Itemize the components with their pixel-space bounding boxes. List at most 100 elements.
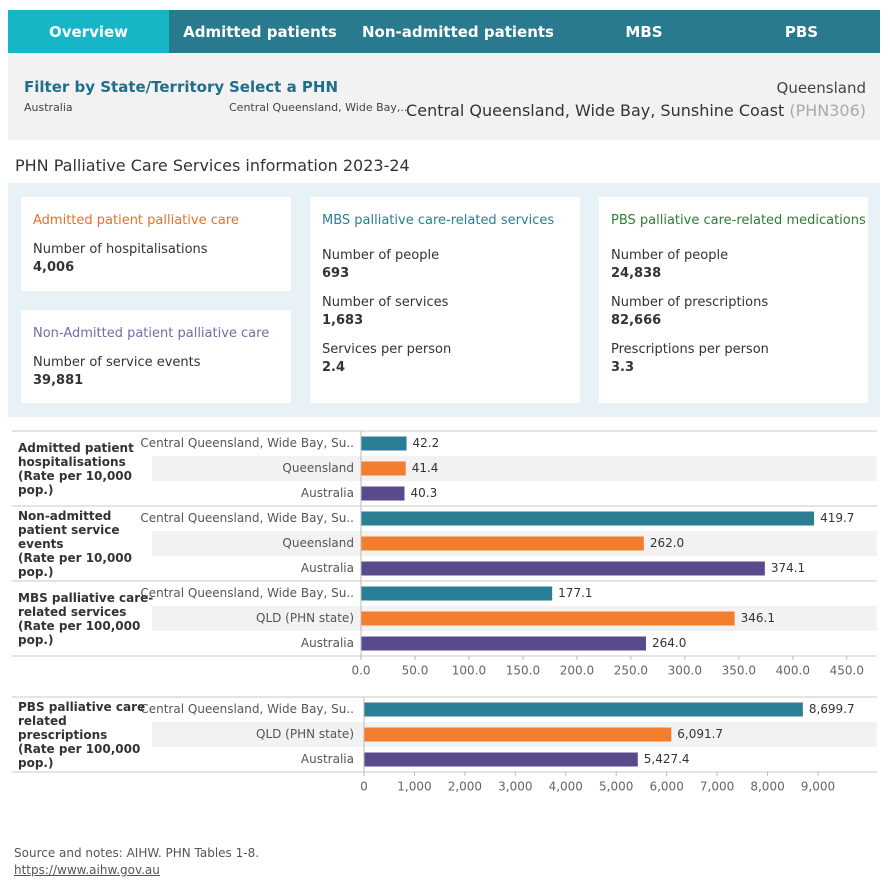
metric: Number of hospitalisations 4,006: [33, 242, 291, 275]
card-title: Admitted patient palliative care: [33, 213, 239, 228]
card: MBS palliative care-related services Numb…: [310, 197, 580, 403]
x-tick-label: 350.0: [722, 664, 756, 678]
filter-value: Australia: [24, 101, 73, 114]
group-label: Admitted patient hospitalisations (Rate p…: [18, 431, 158, 506]
category-label: QLD (PHN state): [256, 727, 354, 741]
group-label-text: PBS palliative care related prescription…: [18, 700, 158, 770]
value-label: 5,427.4: [644, 752, 690, 766]
card-title: PBS palliative care-related medications: [611, 213, 866, 228]
metric-value: 39,881: [33, 373, 84, 388]
group-unit: (Rate per 10,000 pop.): [18, 468, 133, 497]
bar: [361, 436, 407, 451]
value-label: 264.0: [652, 636, 686, 650]
bar: [361, 536, 644, 551]
metric-label: Number of service events: [33, 355, 201, 370]
x-tick-label: 150.0: [506, 664, 540, 678]
bar: [364, 702, 803, 717]
x-tick-label: 100.0: [452, 664, 486, 678]
value-label: 177.1: [558, 586, 592, 600]
group-label: PBS palliative care related prescription…: [18, 697, 158, 772]
card: PBS palliative care-related medications N…: [599, 197, 868, 403]
bar: [361, 511, 815, 526]
category-label: Queensland: [282, 536, 354, 550]
x-tick-label: 7,000: [700, 780, 734, 794]
metric: Number of prescriptions 82,666: [611, 295, 868, 328]
x-tick-label: 50.0: [402, 664, 429, 678]
group-label-text: MBS palliative care-related services (Rat…: [18, 591, 158, 647]
x-tick-label: 0: [360, 780, 368, 794]
filter-panel: Filter by State/Territory Australia Sele…: [8, 53, 880, 140]
metric-label: Number of hospitalisations: [33, 242, 208, 257]
section-title: PHN Palliative Care Services information…: [15, 156, 410, 175]
x-tick-label: 9,000: [801, 780, 835, 794]
category-label: Australia: [301, 486, 354, 500]
metric-value: 3.3: [611, 360, 635, 375]
value-label: 346.1: [741, 611, 775, 625]
tab[interactable]: PBS: [784, 22, 819, 41]
filter-label: Select a PHN: [229, 78, 339, 96]
tab[interactable]: Overview: [8, 10, 169, 53]
metric-label: Number of people: [322, 248, 440, 263]
value-label: 419.7: [820, 511, 854, 525]
group-title: Non-admitted patient service events: [18, 508, 120, 551]
group-unit: (Rate per 100,000 pop.): [18, 618, 141, 647]
metric-label: Number of services: [322, 295, 449, 310]
row-band: [152, 456, 877, 481]
bar: [361, 586, 553, 601]
value-label: 262.0: [650, 536, 684, 550]
group-label: Non-admitted patient service events (Rate…: [18, 506, 158, 581]
filter[interactable]: Select a PHN Central Queensland, Wide Ba…: [229, 78, 407, 114]
group-label-text: Admitted patient hospitalisations (Rate p…: [18, 441, 158, 497]
metric-value: 82,666: [611, 313, 662, 328]
selected-state: Queensland: [776, 79, 866, 97]
phn-code: (PHN306): [789, 101, 866, 120]
card-title: MBS palliative care-related services: [322, 213, 555, 228]
category-label: Central Queensland, Wide Bay, Su..: [140, 511, 354, 525]
bar: [361, 486, 405, 501]
metric: Number of services 1,683: [322, 295, 580, 328]
category-label: Central Queensland, Wide Bay, Su..: [140, 436, 354, 450]
selected-phn: Central Queensland, Wide Bay, Sunshine C…: [406, 101, 866, 120]
value-label: 8,699.7: [809, 702, 855, 716]
source-link[interactable]: https://www.aihw.gov.au: [14, 863, 160, 877]
value-label: 42.2: [413, 436, 440, 450]
bar: [361, 561, 765, 576]
x-tick-label: 3,000: [498, 780, 532, 794]
group-unit: (Rate per 10,000 pop.): [18, 550, 133, 579]
bar: [364, 752, 638, 767]
tab[interactable]: MBS: [625, 22, 663, 41]
filter[interactable]: Filter by State/Territory Australia: [24, 78, 224, 114]
bar: [361, 636, 646, 651]
row-band: [152, 531, 877, 556]
x-tick-label: 0.0: [351, 664, 370, 678]
bar: [361, 461, 406, 476]
metric-label: Prescriptions per person: [611, 342, 769, 357]
metric-value: 693: [322, 266, 350, 281]
metric: Prescriptions per person 3.3: [611, 342, 868, 375]
category-label: QLD (PHN state): [256, 611, 354, 625]
value-label: 374.1: [771, 561, 805, 575]
group-title: Admitted patient hospitalisations: [18, 440, 134, 469]
metric: Number of people 24,838: [611, 248, 868, 281]
metric-label: Services per person: [322, 342, 452, 357]
category-label: Australia: [301, 752, 354, 766]
source-note: Source and notes: AIHW. PHN Tables 1-8.: [14, 846, 260, 860]
group-title: PBS palliative care related prescription…: [18, 699, 146, 742]
filter-label: Filter by State/Territory: [24, 78, 225, 96]
x-tick-label: 5,000: [599, 780, 633, 794]
group-title: MBS palliative care-related services: [18, 590, 154, 619]
metric-value: 4,006: [33, 260, 75, 275]
tab[interactable]: Non-admitted patients: [362, 22, 554, 41]
metric: Number of service events 39,881: [33, 355, 291, 388]
tab-bar: Overview Admitted patients Non-admitted pa…: [8, 10, 880, 53]
row-band: [152, 606, 877, 631]
category-label: Australia: [301, 636, 354, 650]
tab[interactable]: Admitted patients: [183, 22, 337, 41]
phn-name: Central Queensland, Wide Bay, Sunshine C…: [406, 101, 785, 120]
group-unit: (Rate per 100,000 pop.): [18, 741, 141, 770]
metric-label: Number of prescriptions: [611, 295, 769, 310]
category-label: Queensland: [282, 461, 354, 475]
category-label: Central Queensland, Wide Bay, Su..: [140, 702, 354, 716]
group-label-text: Non-admitted patient service events (Rate…: [18, 509, 158, 579]
